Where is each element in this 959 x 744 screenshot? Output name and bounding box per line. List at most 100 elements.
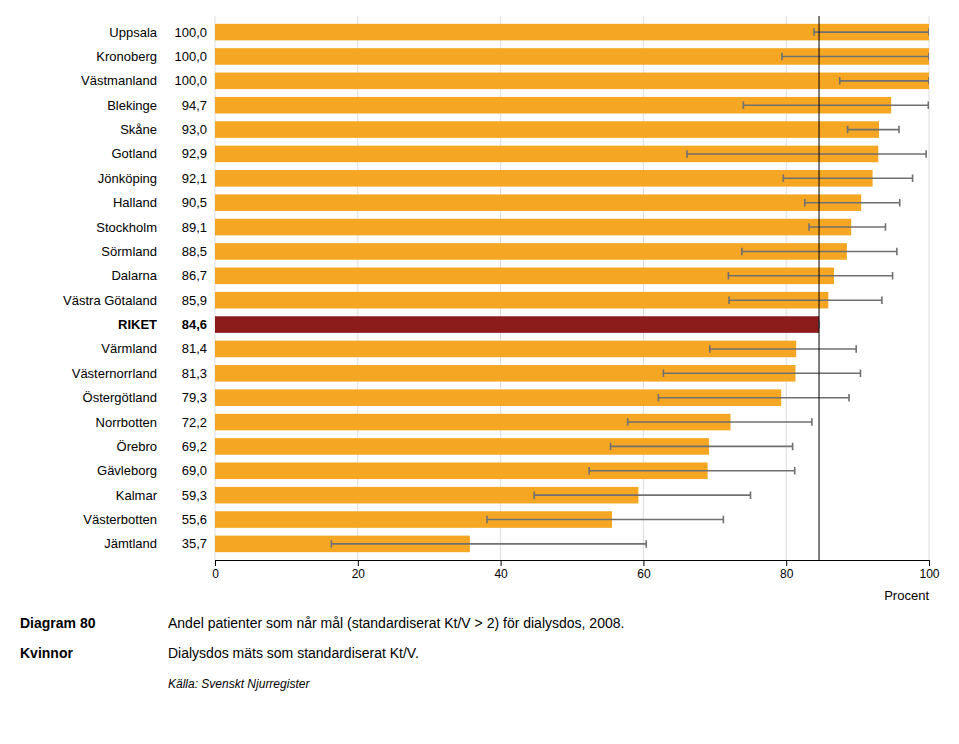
tick-mark: [358, 560, 359, 566]
category-label: Stockholm: [96, 220, 157, 235]
data-label: 81,4: [182, 341, 207, 356]
data-label: 79,3: [182, 390, 207, 405]
tick-mark: [786, 560, 787, 566]
error-bar: [487, 516, 723, 523]
error-bar: [848, 126, 899, 133]
category-label: Blekinge: [107, 98, 157, 113]
category-label: Gotland: [111, 146, 157, 161]
category-label: Halland: [113, 195, 157, 210]
category-label: Kronoberg: [96, 49, 157, 64]
data-label: 69,0: [182, 463, 207, 478]
tick-label: 20: [352, 567, 366, 581]
tick-mark: [501, 560, 502, 566]
chart: 0 20 40 60 80 100 Procent Uppsala 100,0 Kronoberg…: [0, 0, 959, 744]
tick-mark: [643, 560, 644, 566]
error-bar: [782, 53, 929, 60]
data-label: 92,9: [182, 146, 207, 161]
tick: 40: [494, 560, 508, 581]
bar: [215, 121, 879, 138]
error-bar: [534, 491, 750, 498]
category-label: Norrbotten: [96, 415, 157, 430]
data-label: 88,5: [182, 244, 207, 259]
axis-line: [216, 561, 930, 567]
tick-label: 100: [919, 567, 939, 581]
data-label: 86,7: [182, 268, 207, 283]
annotation: Kvinnor: [20, 645, 73, 661]
tick-label: 40: [494, 567, 508, 581]
error-bar: [658, 394, 849, 401]
tick-mark: [929, 560, 930, 566]
tick-mark: [215, 560, 216, 566]
reference-line: [819, 16, 820, 560]
axis-title: Procent: [884, 588, 929, 603]
category-label: Uppsala: [109, 25, 157, 40]
category-label: Gävleborg: [97, 463, 157, 478]
bar: [215, 73, 929, 90]
data-label: 100,0: [174, 73, 207, 88]
bar: [215, 170, 873, 187]
data-label: 90,5: [182, 195, 207, 210]
category-label: RIKET: [118, 317, 157, 332]
data-label: 81,3: [182, 366, 207, 381]
grid: [215, 16, 929, 560]
data-label: 92,1: [182, 171, 207, 186]
error-bar: [814, 28, 929, 35]
caption: Diagram 80 Kvinnor Andel patienter som når…: [20, 615, 624, 691]
data-label: 59,3: [182, 488, 207, 503]
bar: [215, 194, 861, 211]
error-bar: [331, 540, 646, 547]
error-bar: [687, 150, 926, 157]
category-label: Jämtland: [104, 536, 157, 551]
error-bar: [743, 101, 928, 108]
category-label: Värmland: [101, 341, 157, 356]
data-label: 100,0: [174, 25, 207, 40]
error-bar: [589, 467, 795, 474]
labels: Uppsala 100,0 Kronoberg 100,0 Västmanland 100…: [63, 25, 207, 552]
error-bar: [783, 175, 912, 182]
category-label: Östergötland: [83, 390, 157, 405]
data-label: 35,7: [182, 536, 207, 551]
category-label: Jönköping: [98, 171, 157, 186]
bar: [215, 48, 929, 65]
category-label: Kalmar: [116, 488, 158, 503]
error-bar: [809, 223, 885, 230]
error-bar: [628, 418, 812, 425]
data-label: 85,9: [182, 293, 207, 308]
annotation: Diagram 80: [20, 615, 96, 631]
error-bar: [663, 370, 860, 377]
category-label: Västernorrland: [72, 366, 157, 381]
data-label: 55,6: [182, 512, 207, 527]
data-label: 72,2: [182, 415, 207, 430]
tick: 60: [637, 560, 651, 581]
error-bar: [840, 77, 929, 84]
x-axis: 0 20 40 60 80 100: [212, 560, 940, 581]
category-label: Örebro: [117, 439, 157, 454]
grid-line: [929, 16, 930, 560]
tick: 80: [780, 560, 794, 581]
tick: 100: [919, 560, 939, 581]
tick: 0: [212, 560, 219, 581]
plot: 0 20 40 60 80 100: [212, 16, 940, 581]
tick-label: 60: [637, 567, 651, 581]
tick-label: 0: [212, 567, 219, 581]
bar: [215, 24, 929, 41]
marks: [215, 16, 929, 560]
data-label: 94,7: [182, 98, 207, 113]
data-label: 93,0: [182, 122, 207, 137]
bar: [215, 316, 819, 333]
category-label: Västmanland: [81, 73, 157, 88]
data-label: 100,0: [174, 49, 207, 64]
tick: 20: [352, 560, 366, 581]
category-label: Västerbotten: [83, 512, 157, 527]
data-label: 84,6: [182, 317, 207, 332]
category-label: Sörmland: [101, 244, 157, 259]
category-label: Västra Götaland: [63, 293, 157, 308]
data-label: 69,2: [182, 439, 207, 454]
error-bar: [728, 272, 892, 279]
data-label: 89,1: [182, 220, 207, 235]
error-bar: [710, 345, 856, 352]
annotation: Dialysdos mäts som standardiserat Kt/V.: [168, 645, 419, 661]
annotation: Andel patienter som når mål (standardise…: [168, 615, 624, 631]
error-bar: [729, 296, 882, 303]
error-bar: [611, 443, 793, 450]
